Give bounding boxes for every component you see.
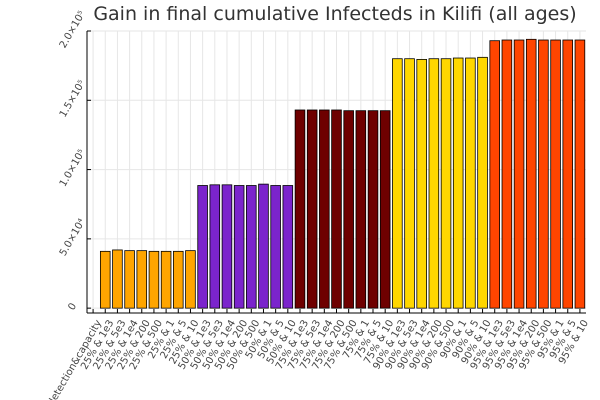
bar — [367, 110, 379, 309]
y-tick-labels: 0 5.0×10⁴ 1.0×10⁵ 1.5×10⁵ 2.0×10⁵ — [58, 9, 88, 312]
bar — [306, 109, 318, 309]
bar — [538, 39, 549, 309]
bar — [221, 184, 233, 309]
bar — [185, 250, 196, 309]
bar — [124, 250, 135, 309]
bar — [355, 110, 367, 309]
bar — [282, 185, 294, 309]
bar — [574, 39, 586, 309]
bar — [392, 58, 403, 309]
y-tick-label: 5.0×10⁴ — [58, 217, 88, 258]
bar — [550, 39, 561, 309]
bar — [233, 185, 245, 309]
chart-title: Gain in final cumulative Infecteds in Ki… — [93, 3, 576, 25]
axes — [86, 30, 586, 314]
bar — [294, 109, 306, 309]
bar — [404, 58, 415, 309]
bar — [160, 250, 172, 309]
bar — [525, 38, 537, 309]
bar — [258, 183, 269, 309]
bar — [331, 109, 342, 309]
bar — [209, 184, 221, 309]
bar — [489, 40, 500, 309]
y-tick-label: 1.0×10⁵ — [58, 148, 88, 189]
bar — [440, 58, 452, 309]
bars — [99, 38, 586, 309]
bar — [465, 57, 476, 309]
bar — [197, 185, 208, 309]
bar — [428, 58, 440, 309]
bar — [148, 250, 160, 309]
bar — [246, 185, 257, 309]
bar — [99, 250, 111, 309]
y-tick-label: 1.5×10⁵ — [58, 79, 88, 120]
bar — [501, 39, 513, 309]
bar — [562, 39, 574, 309]
bar — [452, 57, 464, 309]
bar — [513, 39, 525, 309]
bar — [136, 250, 148, 309]
bar — [379, 110, 391, 309]
bar — [416, 59, 427, 309]
bar — [477, 56, 488, 309]
y-tick-label: 0 — [66, 301, 79, 312]
bar — [112, 249, 123, 309]
y-tick-label: 2.0×10⁵ — [58, 9, 88, 50]
bar — [173, 250, 184, 309]
bar — [270, 185, 281, 309]
bar — [343, 110, 354, 309]
bar — [319, 109, 330, 309]
